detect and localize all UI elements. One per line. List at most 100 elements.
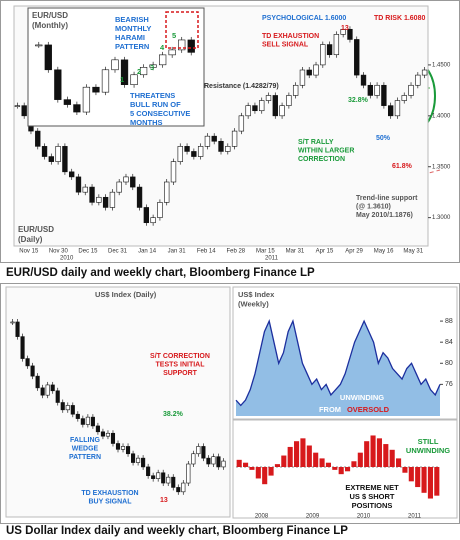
x-tick-label: 2010 (357, 514, 371, 520)
candle (177, 146, 183, 162)
annotation: S/T RALLY (298, 139, 334, 146)
annotation: OVERSOLD (347, 405, 390, 414)
candle (360, 74, 367, 86)
bar (338, 467, 344, 475)
annotation: MONTHLY (115, 24, 151, 33)
bar (243, 462, 249, 467)
panel-label: US$ Index (238, 290, 275, 299)
bar (306, 445, 312, 467)
candle (259, 100, 265, 112)
candle (30, 365, 35, 377)
annotation: UNWINDING (340, 393, 384, 402)
x-tick-label: 2009 (306, 514, 320, 520)
candle (50, 384, 55, 392)
candle (62, 146, 68, 173)
y-tick-label: 84 (445, 339, 453, 346)
candle (21, 105, 27, 117)
annotation: S/T CORRECTION (150, 353, 210, 360)
candle (150, 217, 156, 224)
bar (396, 458, 402, 467)
bar (274, 464, 280, 467)
candle (221, 460, 226, 468)
candle (20, 336, 25, 359)
candle (252, 105, 258, 112)
bar (421, 467, 427, 493)
annotation: TD EXHAUSTION (262, 33, 319, 40)
candle (354, 39, 360, 76)
annotation: 13 (341, 25, 349, 32)
candle (35, 44, 43, 47)
candle (110, 432, 116, 444)
annotation: (@ 1.3610) (356, 203, 391, 210)
candle (75, 413, 80, 419)
candle (75, 176, 82, 193)
candle (218, 140, 224, 152)
annotation: 5 (172, 31, 176, 40)
bar (294, 441, 300, 467)
candle (265, 95, 272, 101)
plot-area (5, 286, 231, 518)
annotation: PATTERN (69, 454, 101, 461)
candle (73, 104, 81, 113)
annotation: UNWINDING (406, 446, 450, 455)
candle (286, 95, 292, 106)
candle (109, 191, 116, 208)
annotation: FROM (319, 405, 341, 414)
annotation: 2 (137, 67, 141, 76)
candle (139, 66, 148, 76)
annotation: BULL RUN OF (130, 100, 181, 109)
candle (82, 86, 91, 113)
annotation: TD EXHAUSTION (81, 490, 138, 497)
candle (149, 64, 157, 68)
candle (25, 358, 30, 367)
candle (85, 416, 90, 425)
x-tick-label: 2008 (255, 514, 269, 520)
x-tick-label: May 16 (374, 249, 394, 255)
candle (65, 405, 70, 411)
candle (408, 84, 414, 96)
candle (15, 321, 20, 337)
bar (415, 467, 421, 488)
bar (389, 449, 395, 467)
bar (408, 467, 414, 482)
annotation: PATTERN (115, 42, 149, 51)
candle (176, 487, 181, 493)
candle (166, 476, 171, 484)
candle (35, 375, 40, 389)
annotation: 13 (160, 497, 168, 504)
candle (191, 151, 197, 157)
bar (427, 467, 433, 499)
annotation: May 2010/1.1876) (356, 212, 413, 219)
y-tick-label: 1.3500 (432, 164, 451, 170)
candle (238, 115, 245, 132)
year-label: 2010 (60, 256, 74, 262)
candle (164, 181, 170, 203)
bar (402, 467, 408, 473)
year-label: 2011 (265, 256, 279, 262)
candle (415, 74, 421, 86)
candle (272, 95, 278, 117)
y-tick-label: 88 (445, 318, 453, 325)
annotation: WITHIN LARGER (298, 147, 354, 154)
annotation: TESTS INITIAL (156, 361, 206, 368)
bar (364, 441, 370, 467)
annotation: 32.8% (348, 97, 369, 104)
x-tick-label: Jan 31 (168, 249, 187, 255)
candle (156, 472, 161, 479)
candle (82, 186, 88, 193)
candle (80, 418, 85, 425)
candle (231, 130, 238, 147)
annotation: Trend-line support (356, 195, 418, 202)
candle (89, 186, 95, 203)
candle (60, 402, 65, 411)
panel-label: (Daily) (18, 235, 43, 244)
bar (376, 438, 382, 467)
candle (41, 146, 48, 157)
candle (130, 176, 136, 188)
x-tick-label: Dec 31 (108, 249, 128, 255)
x-tick-label: Nov 30 (49, 249, 69, 255)
x-tick-label: 2011 (408, 514, 422, 520)
candle (45, 384, 50, 396)
bar (332, 467, 338, 470)
candle (186, 463, 191, 484)
